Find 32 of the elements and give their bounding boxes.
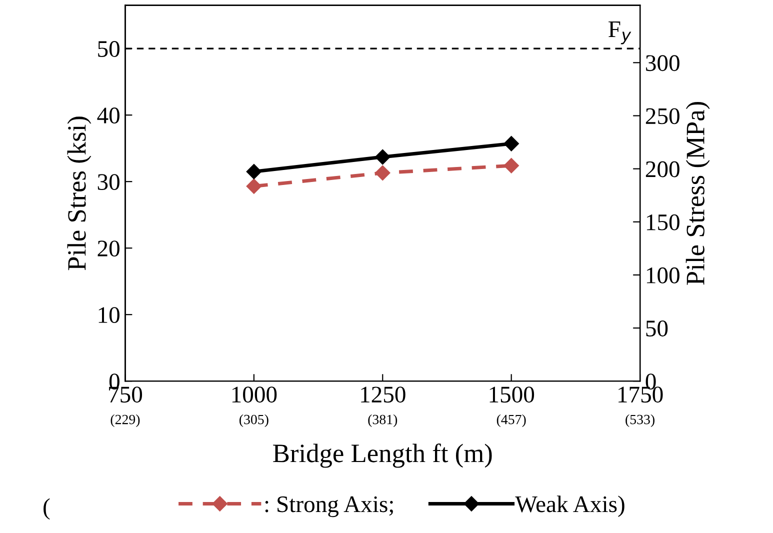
y2-axis-title: Pile Stress (MPa) bbox=[686, 102, 710, 285]
y2-tick-label: 200 bbox=[646, 161, 680, 178]
y2-tick-label: 100 bbox=[646, 267, 680, 284]
x-tick-label: 1500 bbox=[490, 386, 534, 403]
point bbox=[504, 136, 519, 152]
legend-label: : Strong Axis; bbox=[265, 496, 393, 518]
point bbox=[375, 165, 390, 180]
x2-tick-label: (533) bbox=[626, 414, 654, 428]
y-tick-label: 10 bbox=[98, 307, 120, 324]
x2-tick-label: (229) bbox=[110, 414, 140, 428]
x-axis-title: Bridge Length ft (m) bbox=[273, 443, 492, 468]
y-tick-label: 50 bbox=[98, 41, 120, 57]
ref-line-label: F$_{y}$ bbox=[608, 21, 632, 44]
y-axis-title: Pile Stres (ksi) bbox=[67, 116, 92, 270]
x2-tick-label: (305) bbox=[240, 414, 268, 428]
y2-tick-label: 250 bbox=[646, 108, 680, 124]
y2-tick-label: 150 bbox=[646, 214, 680, 230]
y2-tick-label: 50 bbox=[646, 320, 668, 336]
point bbox=[504, 158, 519, 174]
y-tick-label: 20 bbox=[98, 240, 120, 257]
text: ( bbox=[44, 498, 50, 520]
x-tick-label: 1000 bbox=[232, 386, 277, 403]
y-tick-label: 30 bbox=[98, 174, 120, 190]
x-tick-label: 1250 bbox=[361, 386, 406, 403]
y2-tick-label: 300 bbox=[646, 55, 680, 72]
y-tick-label: 40 bbox=[97, 108, 120, 124]
legend-label: Weak Axis) bbox=[515, 496, 624, 518]
point bbox=[246, 164, 262, 180]
x2-tick-label: (381) bbox=[368, 414, 398, 428]
x2-tick-label: (457) bbox=[496, 414, 526, 428]
point bbox=[375, 149, 390, 165]
point bbox=[246, 178, 262, 194]
